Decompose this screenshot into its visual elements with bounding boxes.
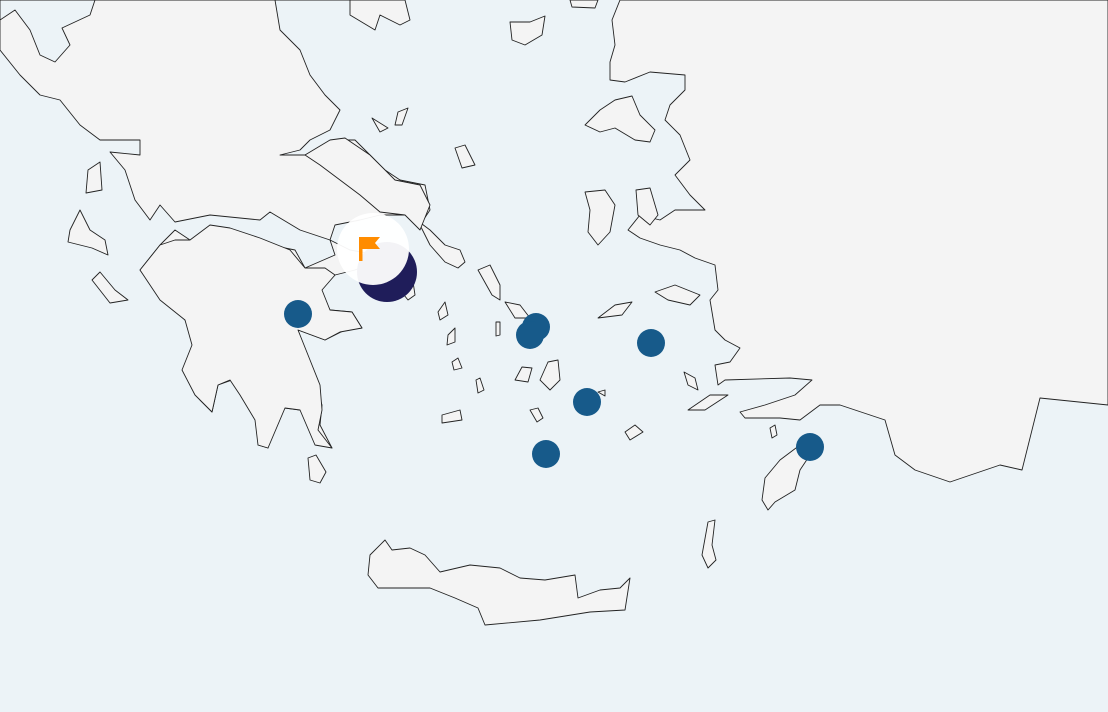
land-chios <box>584 189 616 246</box>
land-skyros <box>454 144 476 169</box>
land-zakynthos <box>91 271 129 304</box>
land-rhodes <box>761 444 813 511</box>
land-syros <box>495 321 501 337</box>
flag-icon <box>359 237 380 261</box>
land-milos <box>441 409 463 424</box>
map-marker-m7[interactable] <box>796 433 824 461</box>
land-kythira <box>307 454 327 484</box>
selected-marker[interactable] <box>337 213 417 302</box>
land-astypalaia <box>624 424 644 441</box>
land-ios <box>529 407 544 423</box>
map-marker-m5[interactable] <box>573 388 601 416</box>
markers-layer <box>284 300 824 468</box>
map-marker-m6[interactable] <box>532 440 560 468</box>
map-marker-m1[interactable] <box>284 300 312 328</box>
land-amorgos <box>597 389 606 397</box>
land-kefalonia <box>67 209 109 256</box>
land-symi <box>769 424 778 439</box>
land-lesvos-north <box>635 187 659 226</box>
land-kythnos <box>446 327 456 346</box>
land-lemnos <box>509 15 546 46</box>
land-peloponnese <box>139 224 363 449</box>
map-marker-m4[interactable] <box>637 329 665 357</box>
land-kos <box>687 394 729 411</box>
land-kea <box>437 301 449 321</box>
land-serifos <box>451 357 463 371</box>
land-anatolia <box>609 0 1108 483</box>
land-lesbos <box>584 95 656 143</box>
land-andros <box>477 264 501 301</box>
land-euboea <box>304 137 431 231</box>
land-paros <box>514 366 533 383</box>
land-lefkada <box>85 161 103 194</box>
land-karpathos <box>701 519 717 569</box>
land-skiathos <box>371 107 409 133</box>
land-ikaria <box>597 301 633 319</box>
land-samos <box>654 284 701 306</box>
map-marker-m3[interactable] <box>516 321 544 349</box>
land-sifnos <box>475 377 485 394</box>
land-leros <box>683 371 699 391</box>
land-crete <box>367 539 631 626</box>
land-thasos <box>569 0 599 9</box>
land-naxos <box>539 359 561 391</box>
